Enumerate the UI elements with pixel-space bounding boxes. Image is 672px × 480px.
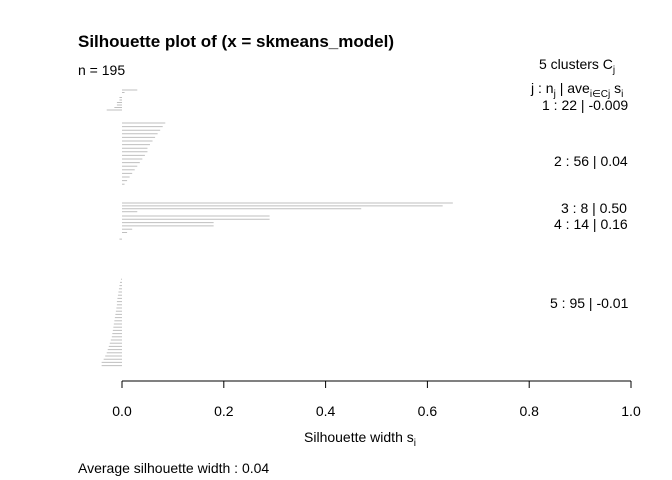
legend-header-a-sub: j xyxy=(553,89,556,100)
clusters-label-sub: j xyxy=(612,65,615,76)
chart-title: Silhouette plot of (x = skmeans_model) xyxy=(78,32,394,51)
cluster-label-4: 4 : 14 | 0.16 xyxy=(554,216,628,232)
cluster-label-1: 1 : 22 | -0.009 xyxy=(542,97,628,113)
legend-header-c-sub: i xyxy=(621,89,623,100)
clusters-label-main: 5 clusters C xyxy=(539,56,613,72)
x-tick-label: 0.2 xyxy=(214,403,234,419)
x-axis-label-main: Silhouette width s xyxy=(304,429,414,445)
x-axis-label: Silhouette width si xyxy=(304,429,416,449)
cluster-label-2: 2 : 56 | 0.04 xyxy=(554,153,628,169)
clusters-label: 5 clusters Cj xyxy=(539,56,615,76)
legend-header-b: | ave xyxy=(556,80,590,96)
legend-header: j : nj | avei∈Cj si xyxy=(530,80,623,100)
bars-group xyxy=(101,89,453,367)
cluster-labels-group: 1 : 22 | -0.009 2 : 56 | 0.04 3 : 8 | 0.50… xyxy=(542,97,629,311)
x-tick-label: 0.0 xyxy=(112,403,132,419)
x-tick-label: 0.4 xyxy=(316,403,336,419)
average-silhouette-label: Average silhouette width : 0.04 xyxy=(78,460,269,476)
legend-header-b-sub: i∈Cj xyxy=(590,89,610,100)
x-axis-label-sub: i xyxy=(414,438,416,449)
cluster-label-3: 3 : 8 | 0.50 xyxy=(561,200,627,216)
x-tick-label: 1.0 xyxy=(621,403,641,419)
n-label: n = 195 xyxy=(78,62,125,78)
x-axis: 0.0 0.2 0.4 0.6 0.8 1.0 xyxy=(112,380,641,419)
legend-header-a: j : n xyxy=(530,80,554,96)
cluster-label-5: 5 : 95 | -0.01 xyxy=(550,295,629,311)
x-tick-label: 0.6 xyxy=(418,403,438,419)
x-tick-label: 0.8 xyxy=(519,403,539,419)
legend-header-c: s xyxy=(610,80,621,96)
